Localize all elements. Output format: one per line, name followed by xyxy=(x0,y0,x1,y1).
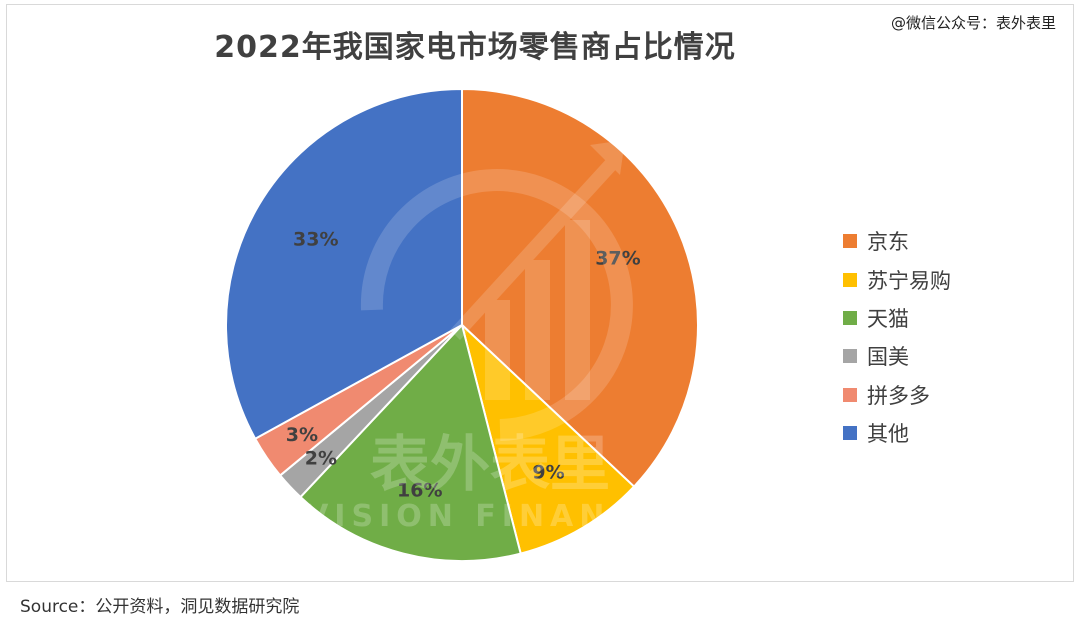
pie-slice-3 xyxy=(299,322,522,562)
legend-swatch xyxy=(843,387,857,402)
legend-item-1: 京东 xyxy=(843,222,951,260)
legend-label: 拼多多 xyxy=(867,383,930,408)
legend-swatch xyxy=(843,349,857,364)
pie-data-label-4: 2% xyxy=(305,447,337,469)
wechat-account-label: @微信公众号：表外表里 xyxy=(890,14,1056,32)
legend-item-4: 国美 xyxy=(843,337,951,375)
chart-legend: 京东苏宁易购天猫国美拼多多其他 xyxy=(843,222,951,452)
legend-swatch xyxy=(843,272,857,287)
legend-label: 天猫 xyxy=(867,306,909,331)
legend-item-5: 拼多多 xyxy=(843,376,951,414)
pie-slice-6 xyxy=(225,87,463,441)
legend-label: 京东 xyxy=(867,230,909,255)
pie-slices xyxy=(225,87,699,562)
legend-item-3: 天猫 xyxy=(843,299,951,337)
legend-swatch xyxy=(843,310,857,325)
chart-title: 2022年我国家电市场零售商占比情况 xyxy=(214,30,736,65)
source-note: Source：公开资料，洞见数据研究院 xyxy=(20,597,300,617)
pie-data-label-1: 37% xyxy=(595,248,640,270)
legend-swatch xyxy=(843,234,857,249)
legend-label: 其他 xyxy=(867,422,909,447)
legend-label: 国美 xyxy=(867,345,909,370)
pie-data-label-3: 16% xyxy=(397,480,442,502)
legend-item-2: 苏宁易购 xyxy=(843,260,951,298)
legend-swatch xyxy=(843,426,857,441)
legend-item-6: 其他 xyxy=(843,414,951,452)
pie-slice-2 xyxy=(460,321,636,555)
legend-label: 苏宁易购 xyxy=(867,268,951,293)
pie-data-label-2: 9% xyxy=(532,461,564,483)
pie-data-label-5: 3% xyxy=(286,424,318,446)
pie-slice-1 xyxy=(461,87,699,488)
pie-data-labels: 37% 9% 16% 2%3% 33% xyxy=(286,229,641,502)
pie-data-label-6: 33% xyxy=(293,229,338,251)
